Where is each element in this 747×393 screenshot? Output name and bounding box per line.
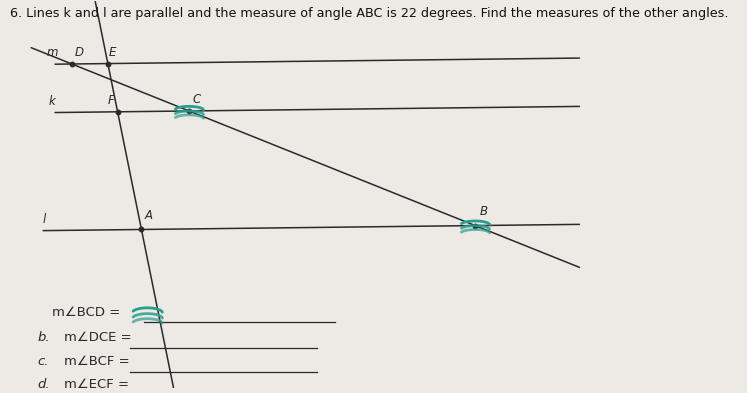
Text: C: C bbox=[192, 93, 200, 106]
Text: m∠BCD =: m∠BCD = bbox=[52, 306, 120, 319]
Text: k: k bbox=[49, 95, 55, 108]
Text: B: B bbox=[480, 205, 488, 218]
Text: 6. Lines k and l are parallel and the measure of angle ABC is 22 degrees. Find t: 6. Lines k and l are parallel and the me… bbox=[10, 7, 729, 20]
Text: m∠ECF =: m∠ECF = bbox=[64, 378, 129, 391]
Text: d.: d. bbox=[37, 378, 50, 391]
Text: m∠DCE =: m∠DCE = bbox=[64, 331, 131, 344]
Text: m∠BCF =: m∠BCF = bbox=[64, 355, 129, 368]
Text: c.: c. bbox=[37, 355, 49, 368]
Text: m: m bbox=[46, 46, 58, 59]
Text: A: A bbox=[144, 209, 152, 222]
Text: D: D bbox=[75, 46, 84, 59]
Text: b.: b. bbox=[37, 331, 50, 344]
Text: l: l bbox=[43, 213, 46, 226]
Text: E: E bbox=[109, 46, 117, 59]
Text: F: F bbox=[108, 94, 114, 107]
